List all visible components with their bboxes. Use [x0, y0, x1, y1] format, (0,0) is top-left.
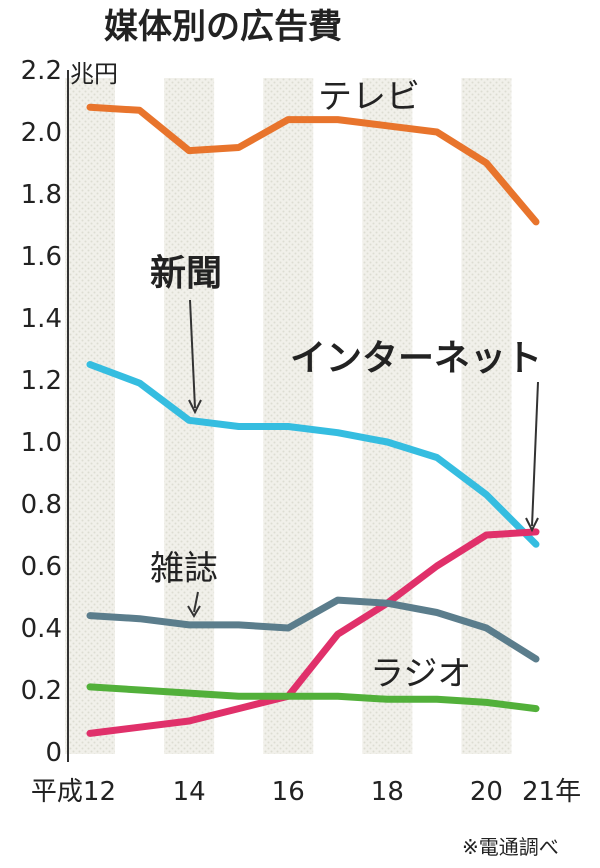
x-tick-label: 平成12	[31, 777, 116, 807]
internet-arrow	[531, 381, 539, 527]
shaded-band-0	[65, 78, 115, 754]
chart-title: 媒体別の広告費	[104, 7, 342, 47]
series-lines	[86, 103, 540, 737]
y-tick-label: 0	[45, 738, 62, 768]
y-unit-label: 兆円	[70, 60, 118, 88]
series-line-1	[86, 361, 540, 548]
label-newspaper: 新聞	[150, 253, 222, 294]
magazine-arrow-head	[187, 605, 201, 618]
label-internet: インターネット	[290, 338, 542, 379]
y-tick-label: 1.0	[21, 428, 62, 458]
newspaper-arrow	[189, 299, 196, 409]
y-tick-label: 1.8	[21, 180, 62, 210]
y-tick-label: 1.4	[21, 304, 62, 334]
newspaper-arrow-head	[188, 399, 202, 415]
x-tick-label: 18	[371, 777, 404, 807]
label-radio: ラジオ	[370, 654, 471, 694]
shaded-band-2	[263, 78, 314, 754]
internet-arrow-head	[525, 517, 539, 533]
x-tick-label: 14	[173, 777, 206, 807]
y-tick-label: 0.6	[21, 552, 62, 582]
series-line-4	[86, 683, 540, 713]
series-line-3	[86, 596, 540, 663]
series-line-2	[86, 528, 540, 737]
y-tick-label: 2.0	[21, 118, 62, 148]
series-line-0	[86, 103, 540, 226]
y-tick-label: 0.4	[21, 614, 62, 644]
label-magazine: 雑誌	[150, 549, 218, 589]
y-tick-label: 1.2	[21, 366, 62, 396]
y-tick-labels: 0 0.2 0.4 0.6 0.8 1.0 1.2 1.4 1.6 1.8 2.0 2.2	[21, 56, 62, 768]
y-tick-label: 0.8	[21, 490, 62, 520]
label-tv: テレビ	[318, 77, 420, 117]
magazine-arrow	[193, 591, 199, 613]
y-tick-label: 0.2	[21, 676, 62, 706]
shaded-year-bands	[65, 78, 512, 754]
pointer-arrows	[187, 299, 539, 618]
shaded-band-3	[362, 78, 413, 754]
x-tick-label: 20	[470, 777, 503, 807]
x-tick-label: 21年	[522, 777, 581, 807]
x-tick-labels: 平成12 14 16 18 20 21年	[31, 777, 581, 807]
y-tick-label: 1.6	[21, 242, 62, 272]
source-note: ※電通調べ	[462, 835, 559, 859]
y-tick-label: 2.2	[21, 56, 62, 86]
x-tick-label: 16	[272, 777, 305, 807]
